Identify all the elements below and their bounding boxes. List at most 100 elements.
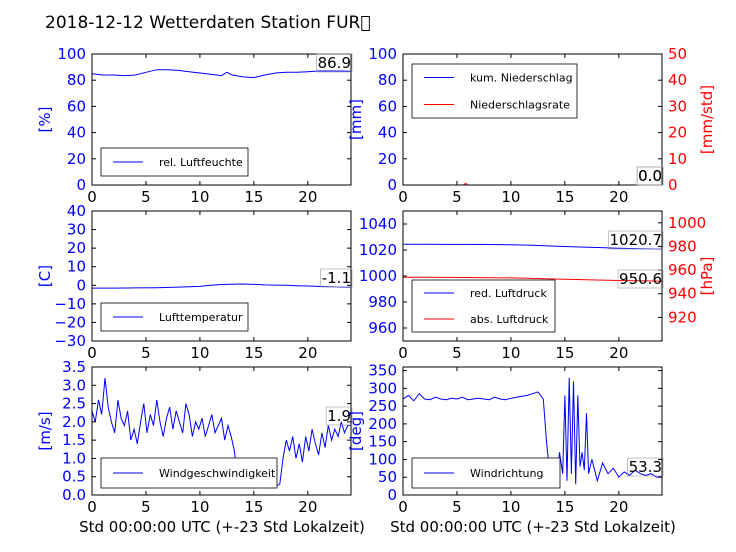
y-tick-label: 60: [67, 97, 86, 115]
legend-label: kum. Niederschlag: [470, 72, 573, 85]
legend-label: Niederschlagsrate: [470, 99, 570, 112]
x-tick-label: 10: [190, 344, 209, 362]
y-tick-label: 250: [368, 397, 397, 415]
last-value-label: 1020.7: [610, 231, 663, 249]
y-tick-label-right: 0: [668, 176, 678, 194]
x-tick-label: 15: [555, 498, 574, 516]
x-tick-label: 10: [190, 498, 209, 516]
x-tick-label: 0: [398, 498, 408, 516]
y-tick-label: 0.5: [62, 468, 86, 486]
y-tick-label: 20: [67, 150, 86, 168]
legend-label: rel. Luftfeuchte: [159, 156, 243, 169]
y-axis-label: [mm]: [347, 99, 365, 140]
y-tick-label: 350: [368, 362, 397, 380]
y-tick-label-right: 1000: [668, 214, 706, 232]
x-tick-label: 15: [244, 344, 263, 362]
y-tick-label: −30: [54, 332, 86, 350]
y-tick-label: 2.0: [62, 413, 86, 431]
x-tick-label: 0: [87, 344, 97, 362]
last-value-box: [627, 457, 664, 477]
last-value-label: 86.9: [318, 54, 351, 72]
y-tick-label: 1.0: [62, 449, 86, 467]
y-axis-label: [m/s]: [36, 411, 54, 450]
last-value-label: 950.6: [619, 270, 662, 288]
y-tick-label: 0.0: [62, 486, 86, 504]
y-tick-label: 80: [378, 71, 397, 89]
y-tick-label: 3.5: [62, 358, 86, 376]
y-tick-label-right: 30: [668, 97, 687, 115]
x-tick-label: 15: [244, 498, 263, 516]
x-tick-label: 10: [190, 188, 209, 206]
plot-frame: [91, 210, 352, 342]
y-tick-label: 0: [387, 176, 397, 194]
x-tick-label: 15: [555, 188, 574, 206]
y-tick-label: 30: [67, 221, 86, 239]
y-tick-label-right: 980: [668, 237, 697, 255]
last-value-label: -1.1: [322, 269, 351, 287]
last-value-label: 0.0: [638, 167, 662, 185]
legend-label: Lufttemperatur: [159, 311, 243, 324]
x-tick-label: 5: [452, 188, 462, 206]
legend-box: [411, 63, 578, 119]
y-axis-label-right: [mm/std]: [698, 85, 716, 154]
y-tick-label: 10: [67, 258, 86, 276]
last-value-box: [636, 166, 664, 186]
panel-pressure: 0 5 10 15 20 960 980 1000 1020 1040 920 940 960 980 10…: [359, 210, 716, 362]
last-value-box: [608, 230, 664, 250]
y-tick-label: 1000: [359, 267, 397, 285]
plot-frame: [91, 53, 352, 186]
y-tick-label: 50: [378, 468, 397, 486]
x-tick-label: 20: [298, 188, 317, 206]
y-tick-label: 40: [378, 124, 397, 142]
y-tick-label: −10: [54, 295, 86, 313]
x-tick-label: 5: [452, 344, 462, 362]
y-axis-label: [C]: [36, 265, 54, 287]
series-line: [92, 377, 351, 490]
series-line: [403, 182, 662, 185]
last-value-box: [325, 406, 353, 426]
x-tick-label: 5: [141, 498, 151, 516]
y-tick-label: 200: [368, 415, 397, 433]
last-value-box: [320, 268, 353, 288]
x-tick-label: 20: [298, 344, 317, 362]
y-tick-label: −20: [54, 313, 86, 331]
panel-wind-direction: 0 5 10 15 20050100150200250300350[deg]Windri…: [347, 362, 664, 516]
y-tick-label: 1040: [359, 215, 397, 233]
x-axis-label-left: Std 00:00:00 UTC (+-23 Std Lokalzeit): [79, 518, 365, 536]
last-value-box: [617, 269, 664, 289]
y-tick-label: 2.5: [62, 395, 86, 413]
legend-label: abs. Luftdruck: [470, 313, 549, 326]
y-tick-label: 3.0: [62, 376, 86, 394]
y-tick-label: 100: [368, 45, 397, 63]
x-tick-label: 15: [555, 344, 574, 362]
figure-title: 2018-12-12 Wetterdaten Station FUR : [45, 13, 371, 33]
y-tick-label: 60: [378, 97, 397, 115]
x-tick-label: 5: [141, 344, 151, 362]
x-tick-label: 10: [501, 188, 520, 206]
panel-humidity: 0 5 10 15 20 0 20 40 60 80 100 [%] rel. Luftfeuchte 8…: [36, 45, 353, 206]
y-tick-label-right: 960: [668, 261, 697, 279]
x-tick-label: 20: [609, 344, 628, 362]
plot-frame: [402, 53, 663, 186]
panel-precipitation: 0 5 10 15 20 0 20 40 60 80 100 0 10 20 30 40 50 [mm] [mm/s…: [347, 45, 716, 206]
x-tick-label: 0: [87, 188, 97, 206]
x-tick-label: 15: [244, 188, 263, 206]
y-tick-label: 80: [67, 71, 86, 89]
y-axis-label: [%]: [36, 107, 54, 133]
y-tick-label-right: 920: [668, 308, 697, 326]
y-tick-label: 1.5: [62, 431, 86, 449]
y-tick-label: 100: [368, 450, 397, 468]
last-value-label: 0.0: [638, 167, 662, 185]
x-tick-label: 0: [87, 498, 97, 516]
last-value-box: [316, 53, 353, 73]
legend-label: red. Luftdruck: [470, 287, 547, 300]
panel-temperature: 0 5 10 15 20−30−20−10010203040[C]Lufttempera…: [36, 202, 353, 362]
plot-frame: [402, 366, 663, 496]
y-tick-label-right: 40: [668, 71, 687, 89]
y-tick-label-right: 10: [668, 150, 687, 168]
legend-label: Windgeschwindigkeit: [159, 467, 276, 480]
y-tick-label: 40: [67, 124, 86, 142]
y-axis-label: [deg]: [347, 411, 365, 451]
